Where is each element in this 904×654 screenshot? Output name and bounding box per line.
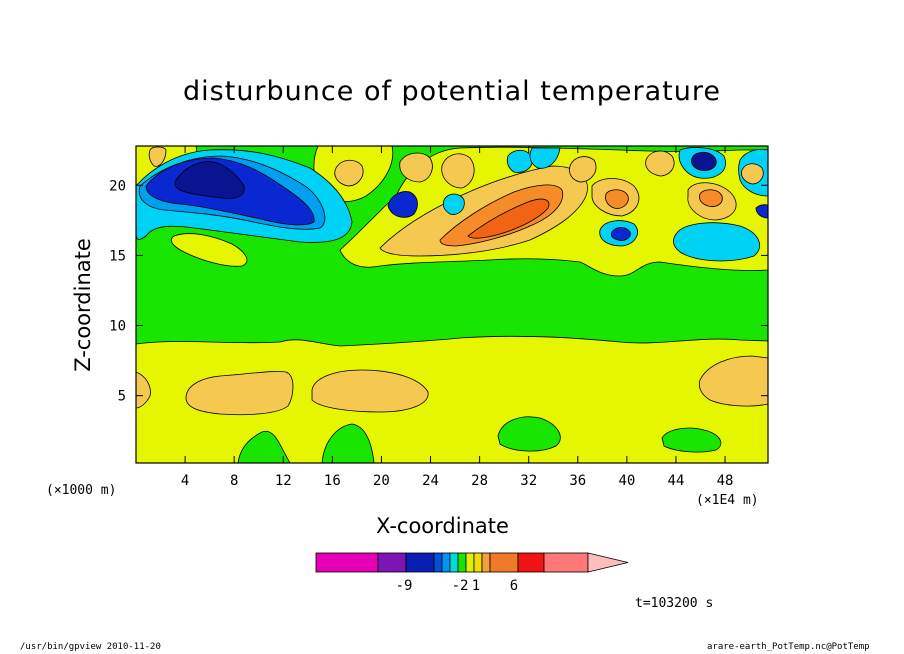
field-green-pocket-3 xyxy=(497,416,561,452)
colorbar-tick-label: -9 xyxy=(396,578,413,594)
y-tick-label: 15 xyxy=(109,248,126,264)
field-green-pocket-2 xyxy=(321,423,375,463)
field-cyan-cell-2 xyxy=(506,149,533,173)
x-tick-label: 16 xyxy=(324,473,341,489)
colorbar-segment xyxy=(441,552,451,573)
colorbar-arrow xyxy=(587,552,629,573)
field-orange-cell-5 xyxy=(645,150,675,177)
field-orange-top-mid xyxy=(334,159,364,187)
field-cyan-cell-6 xyxy=(672,222,760,262)
x-tick-label: 40 xyxy=(618,473,635,489)
colorbar-segment xyxy=(315,552,379,573)
colorbar-segment xyxy=(433,552,443,573)
colorbar-segment xyxy=(377,552,407,573)
colorbar-segment xyxy=(481,552,491,573)
x-axis-unit-left: (×1000 m) xyxy=(46,483,117,498)
x-tick-label: 44 xyxy=(668,473,685,489)
footer-right: arare-earth_PotTemp.nc@PotTemp xyxy=(707,642,870,652)
field-orange-blob-left-edge xyxy=(136,371,151,409)
x-tick-label: 36 xyxy=(569,473,586,489)
y-tick-label: 5 xyxy=(118,389,126,405)
time-label: t=103200 s xyxy=(635,596,714,611)
colorbar-segment xyxy=(457,552,467,573)
x-tick-label: 12 xyxy=(275,473,292,489)
field-orange-cell-2 xyxy=(441,153,475,189)
field-yellow-upper-left xyxy=(170,233,248,267)
field-green-pocket-4 xyxy=(661,427,722,453)
y-axis-ticks: 5 10 15 20 xyxy=(109,178,768,405)
field-redorange-tongue xyxy=(467,198,550,239)
x-tick-label: 8 xyxy=(230,473,238,489)
x-tick-label: 28 xyxy=(471,473,488,489)
colorbar-tick-label: -2 xyxy=(452,578,469,594)
x-tick-label: 32 xyxy=(520,473,537,489)
colorbar-tick-label: 6 xyxy=(510,578,518,594)
colorbar-segment xyxy=(473,552,483,573)
field-orange-cell-6b xyxy=(699,189,723,207)
field-orange-cell-1 xyxy=(399,152,433,183)
field-orange-cell-9 xyxy=(148,146,167,167)
x-tick-label: 24 xyxy=(422,473,439,489)
field-orange-cell-4 xyxy=(605,189,629,209)
field-darkblue-cell-5 xyxy=(691,151,717,171)
x-tick-label: 48 xyxy=(717,473,734,489)
field-orange-blob-right xyxy=(698,355,768,407)
colorbar: -9 -2 1 6 xyxy=(315,552,629,594)
plot-frame xyxy=(135,145,769,464)
colorbar-segment xyxy=(465,552,475,573)
x-tick-label: 20 xyxy=(373,473,390,489)
field-orange-cell-8 xyxy=(741,163,764,185)
x-axis-unit-right: (×1E4 m) xyxy=(696,493,759,508)
colorbar-segment xyxy=(517,552,545,573)
field-cyan-cell-1 xyxy=(442,193,465,215)
field-orange-blob-left xyxy=(185,371,294,416)
footer-left: /usr/bin/gpview 2010-11-20 xyxy=(20,642,161,652)
y-tick-label: 10 xyxy=(109,319,126,335)
field-green-pocket-1 xyxy=(237,430,291,463)
field-blue-cell-1 xyxy=(387,191,418,218)
field-blue-cell-7 xyxy=(755,204,768,219)
field-orange-blob-center xyxy=(311,369,429,413)
field-darkblue-left xyxy=(174,161,245,199)
x-tick-label: 4 xyxy=(181,473,189,489)
colorbar-segment xyxy=(449,552,459,573)
y-tick-label: 20 xyxy=(109,178,126,194)
field-yellow-lower xyxy=(136,335,768,463)
field-orange-cell-3 xyxy=(569,156,597,183)
heatmap-field xyxy=(136,146,768,463)
chart-title: disturbunce of potential temperature xyxy=(183,76,721,107)
field-blue-cell-4 xyxy=(610,227,631,241)
field-cyan-cell-3 xyxy=(529,147,561,169)
colorbar-segment xyxy=(489,552,519,573)
x-axis-ticks: 4 8 12 16 20 24 28 32 36 40 44 48 xyxy=(181,146,734,489)
x-axis-label: X-coordinate xyxy=(376,514,509,538)
colorbar-tick-label: 1 xyxy=(472,578,480,594)
colorbar-segment xyxy=(405,552,435,573)
colorbar-segment xyxy=(543,552,589,573)
